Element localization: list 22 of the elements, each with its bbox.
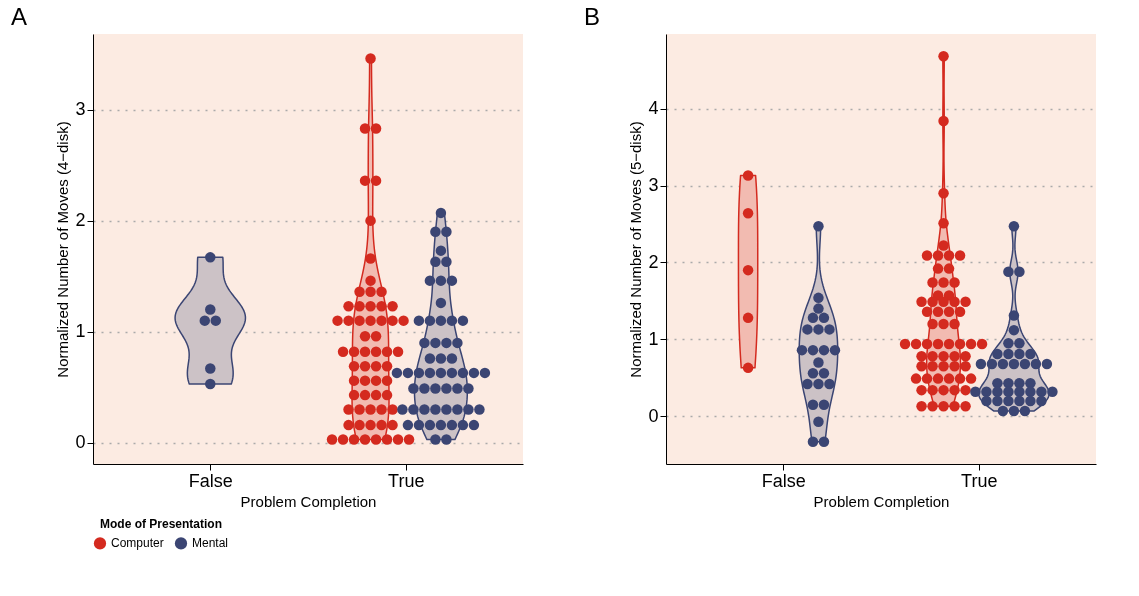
y-axis-title: Normalized Number of Moves (5−disk) (627, 121, 645, 378)
chart-title: A (10, 3, 27, 30)
x-axis-title: Problem Completion (240, 492, 377, 510)
y-tick-label: 1 (648, 328, 659, 349)
y-tick-label: 2 (75, 210, 86, 231)
x-tick-label: False (761, 470, 806, 491)
y-tick-label: 4 (648, 98, 659, 119)
legend-label: Mental (192, 536, 229, 551)
y-tick-label: 1 (75, 321, 86, 342)
legend-label: Computer (111, 536, 164, 551)
legend-title: Mode of Presentation (99, 517, 223, 531)
x-axis-title: Problem Completion (813, 492, 950, 510)
y-tick-label: 3 (648, 175, 659, 196)
y-tick-label: 0 (648, 405, 659, 426)
y-tick-label: 2 (648, 251, 659, 272)
x-tick-label: True (961, 470, 998, 491)
y-tick-label: 3 (75, 99, 86, 120)
y-tick-label: 0 (75, 432, 86, 453)
x-tick-label: False (188, 470, 233, 491)
y-axis-title: Normalized Number of Moves (4−disk) (54, 121, 72, 378)
chart-title: B (583, 3, 600, 30)
x-tick-label: True (388, 470, 425, 491)
